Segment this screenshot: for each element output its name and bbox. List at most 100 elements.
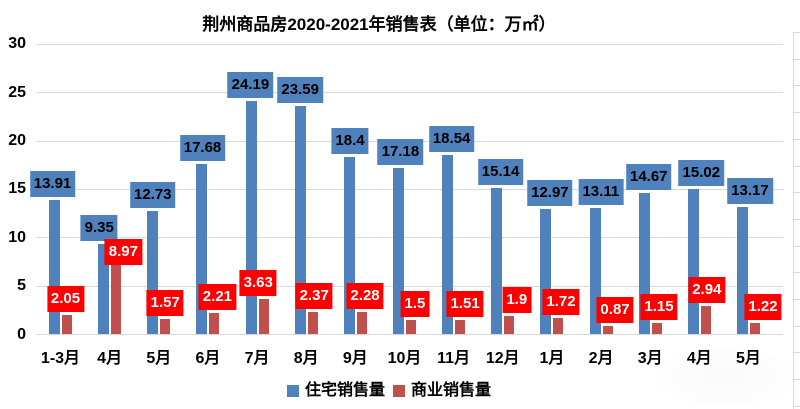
sheet-row-border [793, 219, 800, 220]
commercial-bar [553, 317, 564, 335]
sheet-row-border [793, 379, 800, 380]
sheet-row-border [793, 112, 800, 113]
residential-data-label: 12.97 [527, 180, 573, 207]
sheet-row-border [793, 326, 800, 327]
residential-data-label: 17.68 [179, 134, 226, 161]
legend: 住宅销售量 商业销售量 [287, 383, 491, 399]
residential-data-label: 13.17 [727, 178, 773, 205]
commercial-data-label: 2.28 [346, 283, 384, 310]
sheet-row-border [793, 139, 800, 140]
gridline [36, 188, 783, 190]
commercial-bar [405, 319, 416, 335]
commercial-data-label: 8.97 [104, 238, 142, 265]
residential-bar [736, 207, 748, 335]
residential-bar [343, 156, 355, 335]
residential-bar [540, 209, 552, 335]
sheet-row-border [793, 299, 800, 300]
legend-label: 商业销售量 [411, 382, 492, 399]
gridline [36, 237, 783, 239]
sheet-row-border [793, 32, 800, 33]
y-axis-tick-label: 10 [8, 228, 26, 246]
commercial-bar [356, 312, 367, 335]
commercial-data-label: 1.22 [744, 293, 782, 320]
y-axis-tick-label: 0 [17, 325, 26, 343]
chart-title: 荆州商品房2020-2021年销售表（单位：万㎡） [202, 15, 556, 34]
commercial-data-label: 1.57 [146, 290, 184, 317]
residential-bar [294, 106, 306, 335]
residential-bar [687, 189, 699, 335]
x-axis-category-label: 1月 [539, 350, 565, 367]
residential-bar [98, 244, 110, 335]
y-axis-tick-label: 15 [8, 180, 26, 198]
sheet-row-border [793, 406, 800, 407]
commercial-data-label: 1.5 [400, 290, 430, 317]
x-axis-category-label: 10月 [387, 350, 422, 367]
commercial-bar [258, 299, 269, 335]
residential-bar [638, 192, 650, 335]
gridline [36, 43, 783, 45]
x-axis-category-label: 7月 [244, 350, 270, 367]
residential-data-label: 13.91 [29, 171, 76, 198]
x-axis-category-label: 3月 [637, 350, 663, 367]
commercial-data-label: 2.94 [688, 277, 726, 304]
residential-data-label: 17.18 [377, 139, 424, 166]
commercial-data-label: 1.15 [640, 294, 678, 321]
residential-bar [491, 188, 503, 335]
residential-bar [442, 155, 454, 335]
x-axis-category-label: 5月 [736, 344, 761, 368]
x-axis-category-label: 6月 [195, 350, 221, 367]
x-axis-category-label: 11月 [437, 350, 471, 367]
commercial-bar [602, 326, 613, 335]
y-axis-tick-label: 25 [8, 83, 26, 101]
residential-data-label: 15.14 [477, 159, 524, 186]
residential-bar [392, 168, 404, 335]
x-axis-category-label: 2月 [588, 350, 614, 367]
x-axis-category-label: 9月 [342, 350, 368, 367]
commercial-data-label: 0.87 [596, 297, 634, 324]
residential-bar [589, 207, 601, 335]
x-axis-category-label: 4月 [687, 344, 712, 368]
sheet-row-border [793, 59, 800, 60]
residential-bar [245, 100, 257, 335]
commercial-bar [504, 316, 515, 335]
commercial-bar [651, 323, 662, 335]
commercial-bar [700, 306, 711, 335]
commercial-data-label: 2.37 [295, 282, 333, 309]
commercial-bar [62, 314, 72, 335]
sheet-row-border [793, 85, 800, 86]
commercial-bar [209, 313, 220, 335]
residential-data-label: 18.4 [331, 127, 369, 154]
y-axis-tick-label: 20 [8, 132, 26, 150]
x-axis-category-label: 12月 [485, 350, 520, 367]
sheet-row-border [793, 352, 800, 353]
legend-item: 住宅销售量 [287, 383, 385, 399]
x-axis-category-label: 4月 [97, 350, 123, 367]
sheet-row-border [793, 272, 800, 273]
sheet-row-border [793, 246, 800, 247]
commercial-data-label: 1.72 [542, 288, 580, 315]
sheet-row-border [793, 192, 800, 193]
gridline [36, 92, 783, 94]
y-axis-tick-label: 30 [8, 35, 26, 53]
commercial-bar [160, 319, 171, 335]
sheet-column-border [793, 32, 794, 409]
residential-data-label: 12.73 [129, 182, 176, 209]
commercial-data-label: 1.51 [446, 290, 484, 317]
sheet-row-border [793, 166, 800, 167]
commercial-bar [749, 322, 760, 335]
residential-bar [196, 163, 208, 335]
residential-bar [147, 211, 159, 335]
y-axis-tick-label: 5 [17, 277, 26, 295]
x-axis-category-label: 5月 [146, 350, 172, 367]
watermark [655, 348, 795, 406]
residential-data-label: 13.11 [578, 178, 624, 205]
legend-swatch [393, 385, 406, 397]
legend-item: 商业销售量 [393, 383, 491, 399]
residential-data-label: 9.35 [80, 215, 118, 242]
residential-data-label: 15.02 [678, 160, 725, 187]
commercial-data-label: 3.63 [239, 270, 277, 297]
legend-swatch [287, 385, 299, 397]
commercial-data-label: 2.05 [46, 285, 85, 312]
gridline [36, 285, 783, 287]
